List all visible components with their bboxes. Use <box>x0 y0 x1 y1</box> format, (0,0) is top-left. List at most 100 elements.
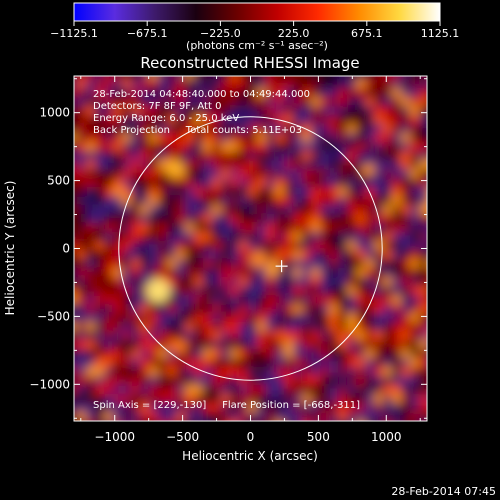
heatmap-cell <box>86 295 97 306</box>
heatmap-cell <box>95 133 106 144</box>
heatmap-cell <box>257 331 268 342</box>
heatmap-cell <box>194 88 205 99</box>
heatmap-cell <box>401 250 412 261</box>
heatmap-cell <box>122 304 133 315</box>
heatmap-cell <box>401 223 412 234</box>
heatmap-cell <box>212 205 223 216</box>
heatmap-cell <box>230 367 241 378</box>
heatmap-cell <box>158 88 169 99</box>
heatmap-cell <box>365 394 376 405</box>
heatmap-cell <box>203 196 214 207</box>
heatmap-cell <box>266 79 277 90</box>
heatmap-cell <box>311 196 322 207</box>
heatmap-cell <box>266 358 277 369</box>
heatmap-cell <box>248 376 259 387</box>
heatmap-cell <box>95 349 106 360</box>
heatmap-cell <box>257 88 268 99</box>
heatmap-cell <box>203 88 214 99</box>
heatmap-cell <box>113 205 124 216</box>
heatmap-cell <box>194 205 205 216</box>
heatmap-cell <box>374 277 385 288</box>
heatmap-cell <box>122 76 133 81</box>
heatmap-cell <box>122 124 133 135</box>
heatmap-cell <box>275 106 286 117</box>
heatmap-cell <box>347 223 358 234</box>
heatmap-cell <box>275 178 286 189</box>
heatmap-cell <box>257 79 268 90</box>
heatmap-cell <box>176 106 187 117</box>
heatmap-cell <box>311 97 322 108</box>
heatmap-cell <box>410 133 421 144</box>
heatmap-cell <box>149 169 160 180</box>
heatmap-cell <box>320 277 331 288</box>
heatmap-cell <box>74 241 79 252</box>
heatmap-cell <box>293 394 304 405</box>
heatmap-cell <box>365 331 376 342</box>
heatmap-cell <box>149 142 160 153</box>
heatmap-cell <box>257 421 268 432</box>
heatmap-cell <box>329 232 340 243</box>
heatmap-cell <box>428 286 439 297</box>
heatmap-cell <box>176 124 187 135</box>
heatmap-cell <box>113 214 124 225</box>
heatmap-cell <box>311 367 322 378</box>
heatmap-cell <box>365 214 376 225</box>
heatmap-cell <box>212 133 223 144</box>
x-axis-label: Heliocentric X (arcsec) <box>182 449 318 463</box>
heatmap-cell <box>428 97 439 108</box>
solar-limb-circle <box>118 116 383 381</box>
heatmap-cell <box>194 304 205 315</box>
heatmap-cell <box>293 169 304 180</box>
heatmap-cell <box>392 358 403 369</box>
heatmap-cell <box>275 295 286 306</box>
heatmap-cell <box>194 250 205 261</box>
footer-timestamp: 28-Feb-2014 07:45 <box>391 485 496 498</box>
heatmap-cell <box>401 358 412 369</box>
heatmap-cell <box>401 214 412 225</box>
heatmap-cell <box>410 142 421 153</box>
heatmap-cell <box>74 295 79 306</box>
heatmap-cell <box>428 196 439 207</box>
heatmap-cell <box>239 250 250 261</box>
heatmap-cell <box>365 403 376 414</box>
heatmap-cell <box>77 277 88 288</box>
heatmap-cell <box>266 295 277 306</box>
heatmap-cell <box>302 358 313 369</box>
heatmap-cell <box>356 223 367 234</box>
heatmap-cell <box>74 88 79 99</box>
heatmap-cell <box>86 403 97 414</box>
heatmap-cell <box>275 349 286 360</box>
heatmap-cell <box>329 340 340 351</box>
heatmap-cell <box>356 178 367 189</box>
heatmap-cell <box>77 394 88 405</box>
heatmap-cell <box>149 79 160 90</box>
heatmap-cell <box>230 97 241 108</box>
heatmap-cell <box>185 286 196 297</box>
y-axis-label: Heliocentric Y (arcsec) <box>3 181 17 316</box>
heatmap-cell <box>113 385 124 396</box>
heatmap-cell <box>428 421 439 432</box>
heatmap-cell <box>338 268 349 279</box>
heatmap-cell <box>104 214 115 225</box>
heatmap-cell <box>410 403 421 414</box>
heatmap-cell <box>347 322 358 333</box>
heatmap-cell <box>167 367 178 378</box>
heatmap-cell <box>77 349 88 360</box>
heatmap-cell <box>113 286 124 297</box>
heatmap-cell <box>275 277 286 288</box>
heatmap-cell <box>392 331 403 342</box>
heatmap-cell <box>347 124 358 135</box>
heatmap-cell <box>374 97 385 108</box>
heatmap-cell <box>347 187 358 198</box>
heatmap-cell <box>104 133 115 144</box>
heatmap-cell <box>95 268 106 279</box>
heatmap-cell <box>140 223 151 234</box>
heatmap-cell <box>167 340 178 351</box>
heatmap-cell <box>329 97 340 108</box>
heatmap-cell <box>104 196 115 207</box>
heatmap-cell <box>203 349 214 360</box>
heatmap-cell <box>203 367 214 378</box>
heatmap-cell <box>257 403 268 414</box>
heatmap-cell <box>113 88 124 99</box>
heatmap-cell <box>383 268 394 279</box>
